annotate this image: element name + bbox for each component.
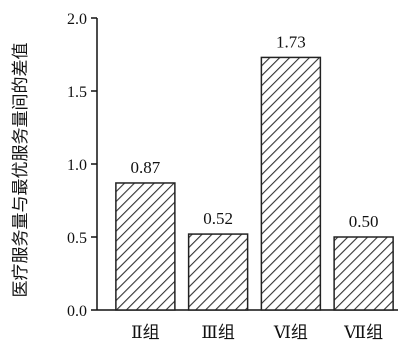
y-tick-label: 0.5 bbox=[67, 230, 87, 247]
data-label-0: 0.87 bbox=[131, 158, 161, 177]
bars bbox=[115, 56, 394, 311]
y-tick-label: 1.0 bbox=[67, 157, 87, 174]
y-axis-label: 医疗服务量与最优服务量间的差值 bbox=[11, 43, 30, 298]
bar-0 bbox=[115, 182, 176, 311]
y-tick-label: 1.5 bbox=[67, 84, 87, 101]
bar-3 bbox=[333, 236, 394, 311]
category-label-0: Ⅱ组 bbox=[131, 323, 160, 342]
data-label-3: 0.50 bbox=[349, 212, 379, 231]
y-tick-label: 2.0 bbox=[67, 11, 87, 28]
data-label-1: 0.52 bbox=[203, 209, 233, 228]
category-label-3: Ⅶ组 bbox=[343, 323, 383, 342]
bar-2 bbox=[260, 56, 322, 311]
category-labels: Ⅱ组 Ⅲ组 Ⅵ组 Ⅶ组 bbox=[131, 323, 383, 342]
data-label-2: 1.73 bbox=[276, 32, 306, 51]
bar-1 bbox=[187, 233, 249, 311]
category-label-2: Ⅵ组 bbox=[273, 323, 308, 342]
y-tick-label: 0.0 bbox=[67, 303, 87, 320]
category-label-1: Ⅲ组 bbox=[201, 323, 234, 342]
y-ticks: 0.0 0.5 1.0 1.5 2.0 bbox=[67, 11, 97, 320]
data-labels: 0.87 0.52 1.73 0.50 bbox=[131, 32, 379, 231]
